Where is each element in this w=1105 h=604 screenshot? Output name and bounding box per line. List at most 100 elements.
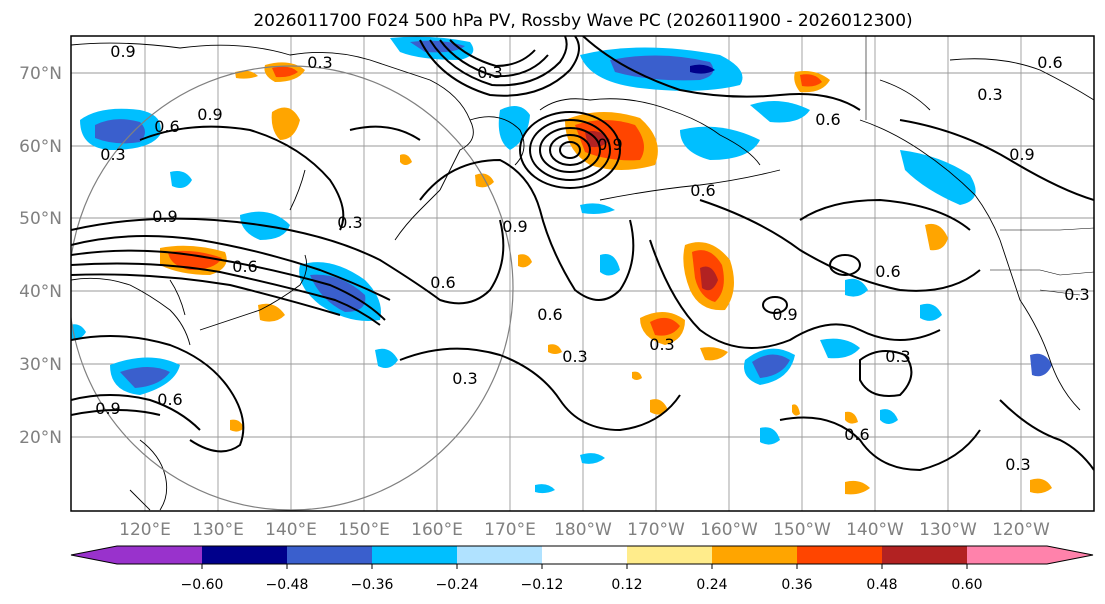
lat-tick-label: 20°N (19, 428, 62, 448)
anomaly-positive-strong (272, 66, 298, 78)
contour-label: 0.3 (562, 347, 587, 366)
contour-label: 0.6 (875, 262, 900, 281)
contour-label: 0.9 (197, 105, 222, 124)
lat-tick-label: 40°N (19, 282, 62, 302)
anomaly-negative (170, 171, 192, 188)
contour-label: 0.9 (152, 207, 177, 226)
anomaly-negative-strong (610, 55, 714, 81)
contour-south-3 (71, 409, 161, 416)
anomaly-positive (632, 371, 642, 380)
colorbar-tick-label: 0.60 (951, 577, 982, 593)
anomaly-positive (845, 411, 858, 424)
colorbar-swatch (797, 546, 882, 564)
anomaly-positive (845, 480, 870, 495)
contour-jet-2 (71, 249, 386, 321)
lat-tick-label: 50°N (19, 209, 62, 229)
anomaly-negative (375, 348, 398, 368)
coastline-us-west (999, 239, 1081, 411)
lon-tick-label: 160°E (411, 520, 463, 540)
anomaly-positive-strong (168, 250, 222, 270)
anomaly-negative (71, 324, 86, 340)
colorbar-swatch (287, 546, 372, 564)
contour-label: 0.3 (1005, 455, 1030, 474)
colorbar-swatch (542, 546, 627, 564)
colorbar-swatch (967, 546, 1047, 564)
anomaly-negative (680, 126, 760, 160)
lat-tick-labels: 70°N 60°N 50°N 40°N 30°N 20°N (19, 64, 62, 448)
contour-mid-4 (699, 199, 981, 292)
contour-small-1 (829, 254, 861, 276)
anomaly-positive (925, 223, 948, 251)
coastline-aleutians (599, 169, 781, 201)
colorbar-swatch (202, 546, 287, 564)
lon-tick-label: 180°W (554, 520, 612, 540)
anomaly-negative-strong (752, 354, 790, 378)
contour-jet-3 (71, 262, 381, 326)
colorbar-swatch (457, 546, 542, 564)
anomaly-negative (580, 453, 605, 464)
border-states (1039, 289, 1081, 296)
colorbar-swatch (117, 546, 202, 564)
contour-south-1 (71, 335, 245, 453)
anomaly-positive (792, 404, 800, 416)
anomaly-negative (880, 409, 898, 424)
anomaly-negative (900, 150, 976, 205)
colorbar: −0.60 −0.48 −0.36 −0.24 −0.12 0.12 0.24 … (70, 545, 1094, 593)
contour-label: 0.3 (452, 369, 477, 388)
anomaly-negative (535, 484, 555, 494)
anomaly-negative-strong (120, 367, 170, 388)
contour-east-1 (899, 119, 1094, 201)
contour-west-1 (139, 125, 345, 231)
coastline-sakhalin (289, 169, 306, 211)
rossby-wave-circle (71, 65, 514, 511)
contour-low-2 (529, 119, 611, 181)
contour-label: 0.9 (110, 42, 135, 61)
colorbar-swatch (882, 546, 967, 564)
contour-arctic-1 (419, 36, 580, 97)
map-frame (70, 35, 1095, 512)
colorbar-swatch (712, 546, 797, 564)
contour-east-2 (799, 198, 971, 231)
colorbar-tick-label: 0.36 (781, 577, 812, 593)
contour-label: 0.3 (100, 145, 125, 164)
contour-mid-1 (419, 158, 635, 301)
lon-tick-label: 120°W (992, 520, 1050, 540)
lon-tick-label: 120°E (119, 520, 171, 540)
anomaly-positive-strong (800, 74, 822, 87)
coastline-philippines (139, 439, 168, 511)
colorbar-extend-low (71, 546, 117, 564)
contour-low-1 (519, 111, 621, 189)
contour-low-3 (539, 127, 601, 173)
contour-label: 0.6 (844, 425, 869, 444)
contour-jet-outer (71, 217, 505, 305)
anomaly-positive (1030, 478, 1052, 494)
contour-label: 0.9 (772, 305, 797, 324)
contour-label: 0.3 (477, 63, 502, 82)
colorbar-tick-label: −0.48 (266, 577, 309, 593)
anomaly-negative-strong (95, 119, 145, 144)
anomaly-positive (258, 303, 285, 322)
colorbar-swatch (372, 546, 457, 564)
anomaly-negative (920, 303, 942, 321)
contour-south-2 (71, 394, 201, 431)
anomaly-positive-dark (700, 266, 718, 291)
figure-title: 2026011700 F024 500 hPa PV, Rossby Wave … (253, 11, 912, 31)
contour-label: 0.6 (1037, 53, 1062, 72)
contour-jet-4 (71, 273, 341, 316)
lat-tick-label: 60°N (19, 137, 62, 157)
coastline-alaska (539, 98, 761, 166)
coastline-arctic-canada (949, 58, 1094, 101)
contour-arctic-3 (439, 39, 549, 78)
contour-label: 0.6 (157, 390, 182, 409)
anomaly-positive (271, 107, 300, 140)
contour-west-2 (349, 125, 421, 141)
anomaly-positive (230, 419, 244, 432)
colorbar-ticks (201, 564, 968, 569)
contour-arctic-4 (449, 39, 536, 68)
lon-tick-label: 140°E (265, 520, 317, 540)
colorbar-extend-high (1047, 546, 1093, 564)
lat-tick-label: 70°N (19, 64, 62, 84)
contour-label: 0.9 (1009, 145, 1034, 164)
